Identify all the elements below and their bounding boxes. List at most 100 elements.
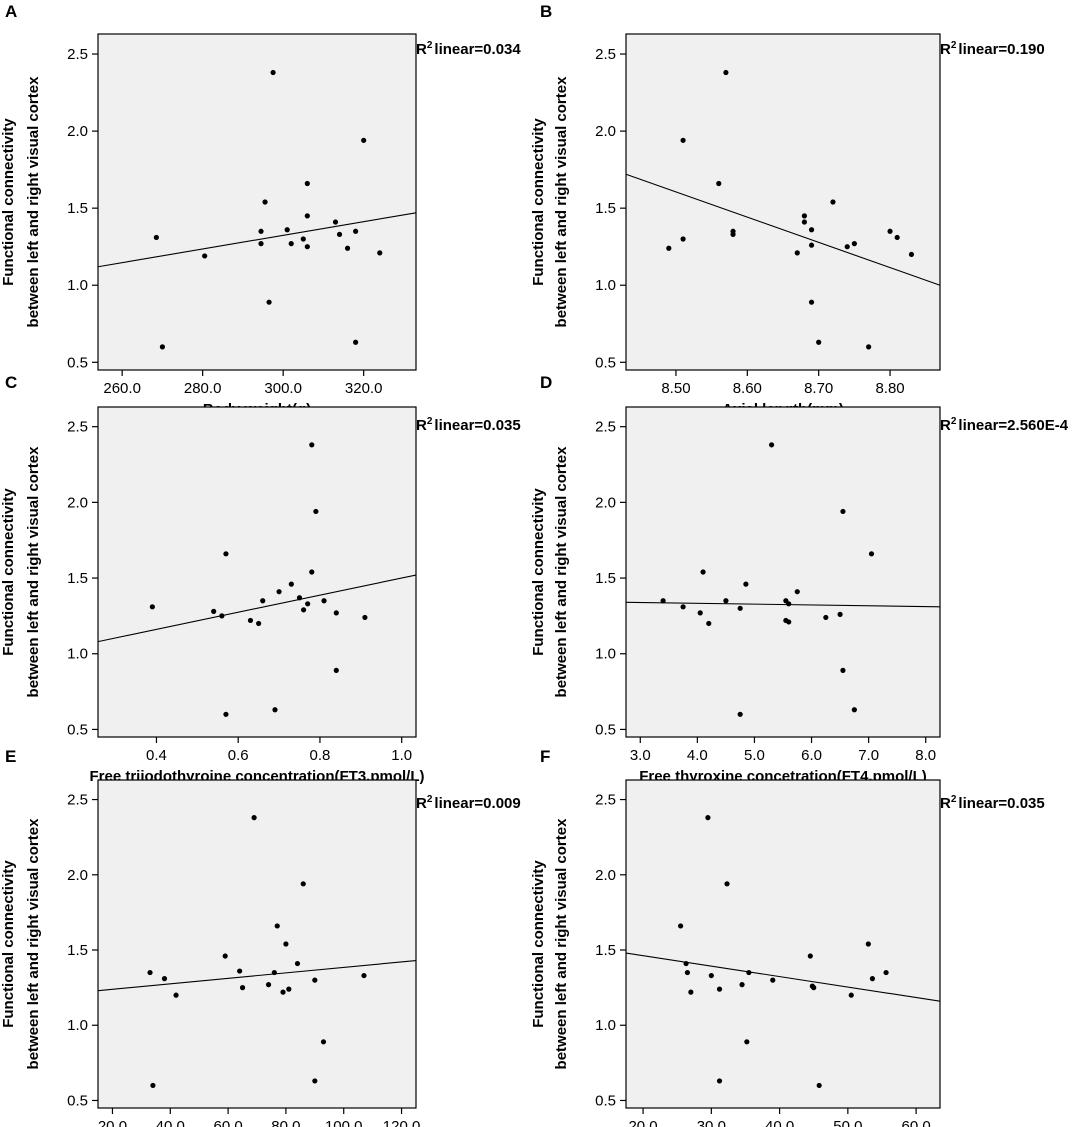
x-tick-label: 260.0 — [103, 380, 141, 397]
data-point — [865, 941, 871, 947]
data-point — [844, 244, 850, 250]
y-axis-title-line-2: between left and right visual cortex — [553, 818, 570, 1070]
y-tick-label: 0.5 — [67, 1092, 88, 1109]
r-squared-label: R2 linear=0.190 — [940, 40, 1045, 58]
data-point — [807, 953, 813, 959]
y-tick-label: 2.5 — [595, 419, 616, 436]
data-point — [746, 969, 752, 976]
y-tick-label: 2.5 — [595, 792, 616, 809]
data-point — [786, 601, 792, 607]
data-point — [239, 985, 246, 991]
r-squared-label: R2 linear=0.035 — [940, 794, 1045, 812]
data-point — [816, 339, 822, 345]
data-point — [716, 986, 723, 992]
data-point — [361, 137, 367, 143]
data-point — [768, 442, 775, 448]
x-tick-label: 6.0 — [801, 747, 822, 764]
y-axis-title-line-2: between left and right visual cortex — [25, 76, 42, 328]
r-squared-label: R2 linear=0.009 — [416, 794, 521, 812]
data-point — [851, 707, 857, 713]
data-point — [159, 344, 166, 350]
regression-line — [97, 574, 417, 643]
data-point — [344, 245, 351, 251]
x-tick-label: 20.0 — [98, 1118, 127, 1127]
data-point — [716, 180, 722, 187]
data-point — [808, 299, 815, 305]
y-tick-label: 1.0 — [67, 1017, 88, 1034]
data-point — [266, 299, 272, 305]
x-tick-label: 100.0 — [325, 1118, 363, 1127]
data-point — [223, 551, 229, 557]
data-point — [300, 607, 307, 613]
panel-letter: D — [540, 373, 552, 392]
data-point — [737, 711, 743, 717]
y-tick-label: 1.0 — [595, 646, 616, 663]
regression-line — [625, 601, 941, 608]
data-point — [823, 614, 829, 621]
data-point — [724, 881, 730, 887]
plot-area — [625, 779, 941, 1109]
x-tick-label: 80.0 — [271, 1118, 300, 1127]
y-tick-label: 2.5 — [67, 792, 88, 809]
data-point — [280, 989, 286, 995]
data-point — [678, 923, 684, 929]
plot-area — [97, 406, 417, 738]
data-point — [737, 605, 743, 611]
scatter-panel-f: F R2 linear=0.035 0.5 1.0 1.5 2.0 2.5 20.0 30.0 40… — [530, 747, 1045, 1127]
data-point — [723, 69, 729, 76]
x-tick-label: 50.0 — [833, 1118, 862, 1127]
data-point — [296, 595, 303, 601]
data-point — [816, 1082, 822, 1089]
y-axis-title-line-2: between left and right visual cortex — [25, 818, 42, 1070]
scatter-panel-d: D R2 linear=2.560E-4 0.5 1.0 1.5 2.0 2.5 3.0 4.0 5… — [530, 373, 1069, 785]
x-tick-label: 20.0 — [628, 1118, 657, 1127]
data-point — [869, 976, 876, 982]
y-tick-label: 1.0 — [595, 1017, 616, 1034]
x-tick-label: 1.0 — [391, 747, 412, 764]
data-point — [284, 227, 290, 233]
y-tick-label: 2.5 — [67, 419, 88, 436]
regression-line — [97, 212, 417, 268]
data-point — [258, 241, 264, 247]
data-point — [848, 992, 854, 998]
data-point — [309, 442, 315, 448]
y-tick-label: 1.0 — [67, 646, 88, 663]
data-point — [332, 219, 339, 225]
data-point — [723, 598, 729, 604]
panel-letter: F — [540, 747, 550, 766]
y-tick-label: 0.5 — [595, 721, 616, 738]
data-point — [739, 982, 745, 988]
x-tick-label: 8.60 — [733, 380, 762, 397]
data-point — [336, 231, 343, 237]
data-point — [680, 236, 686, 242]
data-point — [305, 601, 311, 607]
plot-area — [97, 33, 417, 371]
data-point — [684, 969, 691, 976]
x-tick-label: 60.0 — [902, 1118, 931, 1127]
data-point — [276, 589, 282, 595]
data-point — [202, 253, 208, 259]
y-axis-title-line-1: Functional connectivity — [530, 488, 547, 656]
regression-line — [97, 960, 417, 992]
data-point — [265, 982, 272, 988]
r-squared-label: R2 linear=0.034 — [416, 40, 521, 58]
data-point — [147, 969, 153, 976]
data-point — [320, 1039, 327, 1045]
x-tick-label: 40.0 — [156, 1118, 185, 1127]
y-tick-label: 0.5 — [595, 354, 616, 371]
data-point — [840, 508, 846, 515]
y-tick-label: 1.5 — [595, 570, 616, 587]
plot-area — [625, 406, 941, 738]
y-axis-title-line-1: Functional connectivity — [530, 860, 547, 1028]
x-tick-label: 0.4 — [146, 747, 167, 764]
data-point — [274, 923, 280, 929]
data-point — [801, 213, 808, 219]
y-tick-label: 2.0 — [595, 494, 616, 511]
data-point — [716, 1078, 723, 1084]
data-point — [837, 611, 843, 617]
data-point — [361, 972, 367, 979]
y-tick-label: 2.0 — [67, 494, 88, 511]
data-point — [743, 581, 749, 587]
data-point — [830, 199, 836, 205]
y-tick-label: 1.5 — [595, 942, 616, 959]
